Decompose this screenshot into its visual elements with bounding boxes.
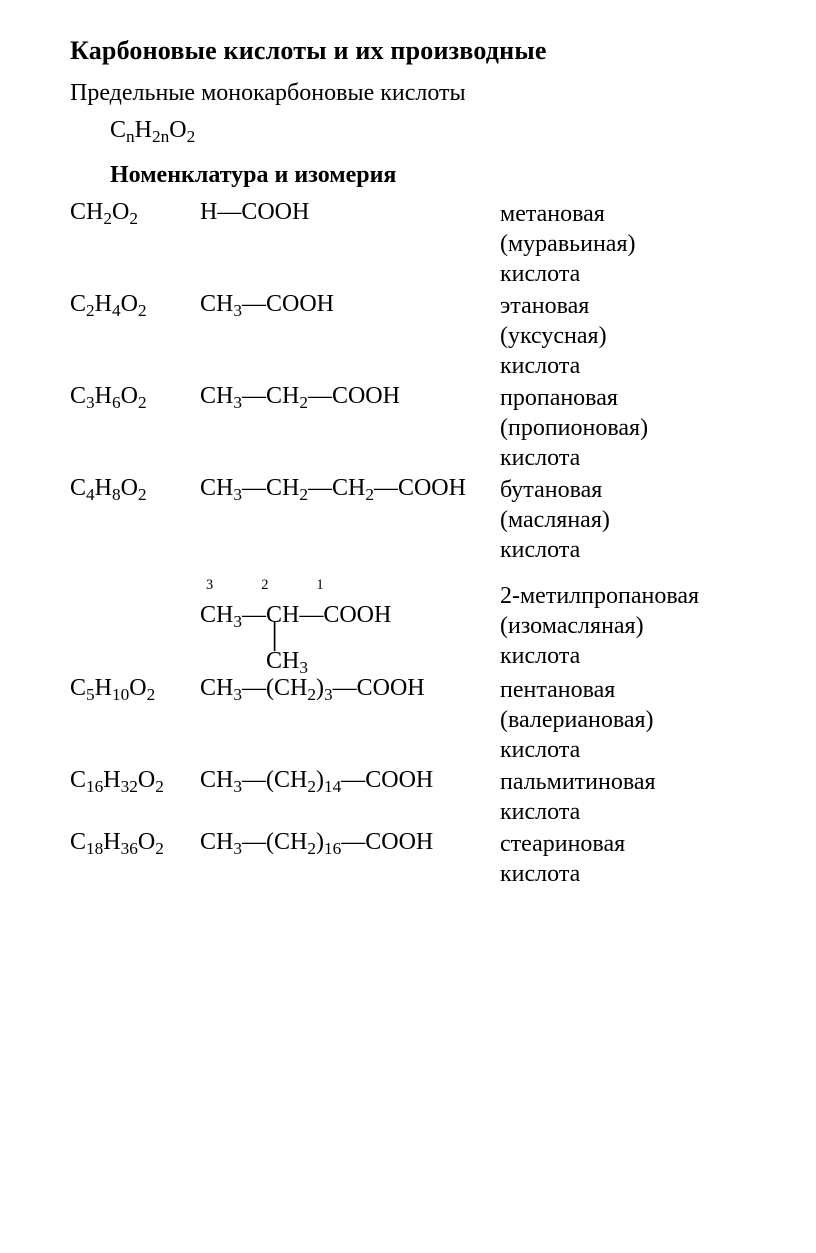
acid-name: пальмитиноваякислота xyxy=(500,767,746,827)
table-row: 3 2 1CH3—CH—COOH │ CH32-метилпропановая(… xyxy=(70,581,746,673)
acid-name: метановая(муравьиная)кислота xyxy=(500,199,746,289)
general-formula: CnH2nO2 xyxy=(110,117,746,144)
molecular-formula: C3H6O2 xyxy=(70,383,200,410)
structural-formula: CH3—(CH2)16—COOH xyxy=(200,829,500,856)
page: Карбоновые кислоты и их производные Пред… xyxy=(0,0,816,931)
molecular-formula: C5H10O2 xyxy=(70,675,200,702)
table-row: C16H32O2CH3—(CH2)14—COOHпальмитиноваякис… xyxy=(70,767,746,827)
table-row: C2H4O2CH3—COOHэтановая(уксусная)кислота xyxy=(70,291,746,381)
table-row: CH2O2H—COOHметановая(муравьиная)кислота xyxy=(70,199,746,289)
section-title: Карбоновые кислоты и их производные xyxy=(70,36,746,66)
structural-formula: H—COOH xyxy=(200,199,500,226)
table-row: C4H8O2CH3—CH2—CH2—COOHбутановая(масляная… xyxy=(70,475,746,565)
acid-table: CH2O2H—COOHметановая(муравьиная)кислотаC… xyxy=(70,199,746,889)
molecular-formula: C4H8O2 xyxy=(70,475,200,502)
acid-name: пропановая(пропионовая)кислота xyxy=(500,383,746,473)
table-row: C5H10O2CH3—(CH2)3—COOHпентановая(валериа… xyxy=(70,675,746,765)
acid-name: 2-метилпропановая(изомасляная)кислота xyxy=(500,581,746,671)
molecular-formula: C16H32O2 xyxy=(70,767,200,794)
molecular-formula: C2H4O2 xyxy=(70,291,200,318)
acid-name: этановая(уксусная)кислота xyxy=(500,291,746,381)
table-row: C18H36O2CH3—(CH2)16—COOHстеариноваякисло… xyxy=(70,829,746,889)
acid-name: стеариноваякислота xyxy=(500,829,746,889)
structural-formula: 3 2 1CH3—CH—COOH │ CH3 xyxy=(200,581,500,673)
structural-formula: CH3—CH2—CH2—COOH xyxy=(200,475,500,502)
structural-formula: CH3—(CH2)3—COOH xyxy=(200,675,500,702)
table-row: C3H6O2CH3—CH2—COOHпропановая(пропионовая… xyxy=(70,383,746,473)
acid-name: бутановая(масляная)кислота xyxy=(500,475,746,565)
structural-formula: CH3—CH2—COOH xyxy=(200,383,500,410)
subsection-heading: Номенклатура и изомерия xyxy=(110,162,746,189)
molecular-formula: CH2O2 xyxy=(70,199,200,226)
acid-name: пентановая(валериановая)кислота xyxy=(500,675,746,765)
structural-formula: CH3—(CH2)14—COOH xyxy=(200,767,500,794)
molecular-formula: C18H36O2 xyxy=(70,829,200,856)
structural-formula: CH3—COOH xyxy=(200,291,500,318)
subtitle: Предельные монокарбоновые кислоты xyxy=(70,80,746,107)
